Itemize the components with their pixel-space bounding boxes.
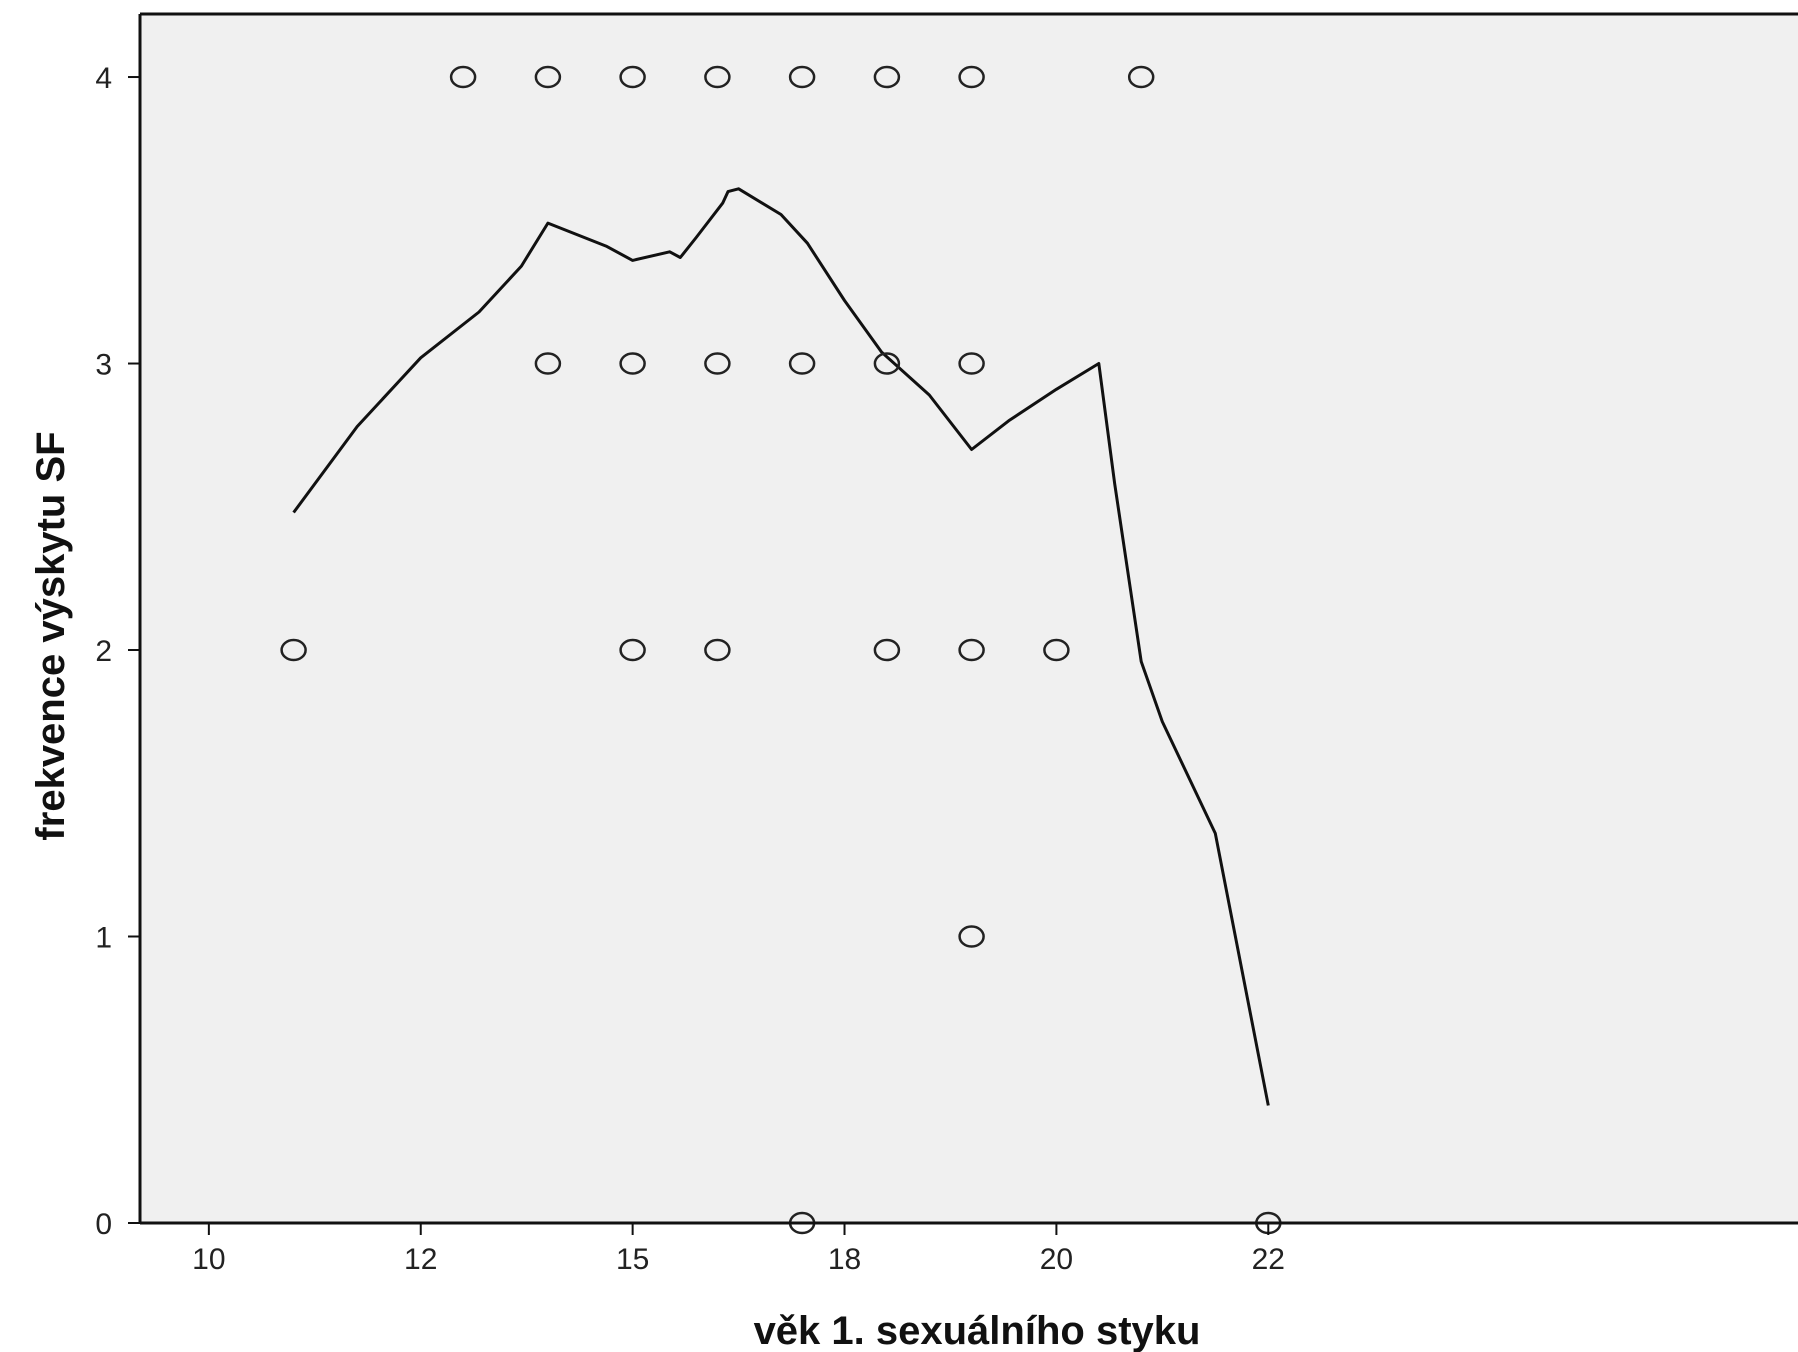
plot-area bbox=[140, 14, 1798, 1223]
data-point bbox=[704, 65, 731, 89]
data-point bbox=[788, 65, 816, 89]
y-tick-label: 2 bbox=[95, 635, 112, 668]
data-point bbox=[619, 65, 646, 89]
data-point bbox=[958, 638, 985, 662]
fit-line bbox=[292, 187, 1270, 1106]
x-tick-label: 22 bbox=[1252, 1243, 1285, 1276]
data-point bbox=[619, 638, 646, 662]
data-point bbox=[873, 65, 901, 89]
data-point bbox=[449, 65, 477, 89]
data-point bbox=[534, 352, 562, 375]
y-tick-label: 1 bbox=[95, 922, 112, 955]
x-tick-label: 12 bbox=[404, 1243, 437, 1276]
data-point bbox=[873, 638, 901, 662]
data-point bbox=[534, 65, 562, 89]
y-tick-label: 0 bbox=[95, 1208, 112, 1241]
x-tick-label: 15 bbox=[616, 1243, 649, 1276]
data-point bbox=[958, 352, 985, 375]
y-tick-label: 4 bbox=[95, 62, 112, 95]
x-tick-label: 10 bbox=[192, 1243, 225, 1276]
data-point bbox=[958, 925, 985, 948]
x-tick-label: 18 bbox=[828, 1243, 861, 1276]
data-point bbox=[788, 352, 816, 375]
data-point bbox=[1043, 638, 1070, 662]
data-point bbox=[1127, 65, 1155, 89]
data-point bbox=[873, 352, 901, 375]
data-point bbox=[704, 638, 731, 662]
data-point bbox=[619, 352, 646, 375]
y-tick-label: 3 bbox=[95, 349, 112, 382]
data-point bbox=[280, 638, 307, 662]
data-point bbox=[704, 352, 731, 375]
x-axis-title: věk 1. sexuálního styku bbox=[754, 1309, 1201, 1352]
data-point bbox=[958, 65, 985, 89]
y-axis-title: frekvence výskytu SF bbox=[29, 431, 73, 840]
x-tick-label: 20 bbox=[1040, 1243, 1073, 1276]
